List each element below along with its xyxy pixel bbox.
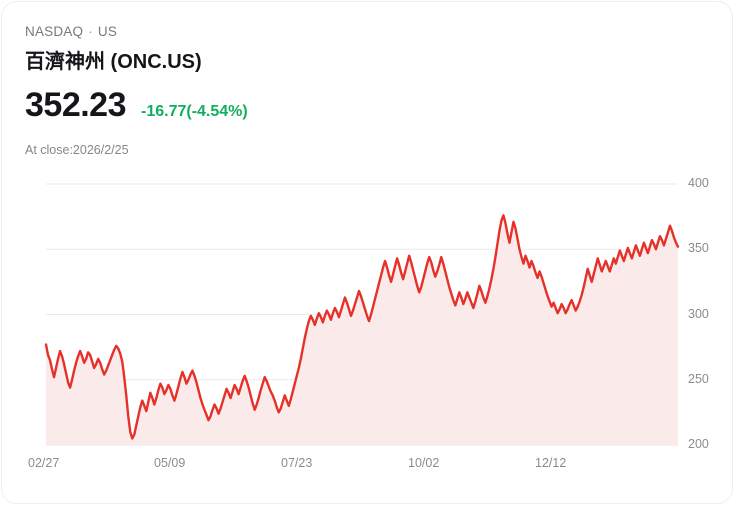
x-axis-tick-label: 02/27 [28,456,60,470]
y-axis-tick-label: 200 [688,437,709,451]
x-axis-tick-label: 12/12 [535,456,567,470]
y-axis-tick-label: 300 [688,306,709,321]
price-change: -16.77(-4.54%) [141,103,248,120]
exchange-name: NASDAQ [25,24,84,39]
stock-quote-card: NASDAQ · US 百濟神州 (ONC.US) 352.23 -16.77(-4… [1,1,733,504]
page-title: 百濟神州 (ONC.US) [25,51,202,73]
chart-canvas [44,183,680,446]
exchange-region-line: NASDAQ · US [25,24,117,39]
x-axis-tick-label: 07/23 [281,456,313,470]
market-status: At close:2026/2/25 [25,143,129,157]
y-axis-tick-label: 400 [688,176,709,190]
y-axis-tick-label: 250 [688,371,709,386]
x-axis-tick-label: 05/09 [154,456,186,470]
chart-line [44,214,680,440]
y-axis-tick-label: 350 [688,241,709,256]
chart-area-fill [46,215,678,445]
price-chart[interactable]: 400 350 300 250 200 02/27 05/09 07/23 10/02 12/1… [2,2,732,503]
price-value: 352.23 [25,86,127,124]
price-row: 352.23 -16.77(-4.54%) [25,86,248,125]
x-axis-tick-label: 10/02 [408,456,440,470]
region-name: US [97,24,118,39]
separator-dot-icon: · [88,24,93,39]
